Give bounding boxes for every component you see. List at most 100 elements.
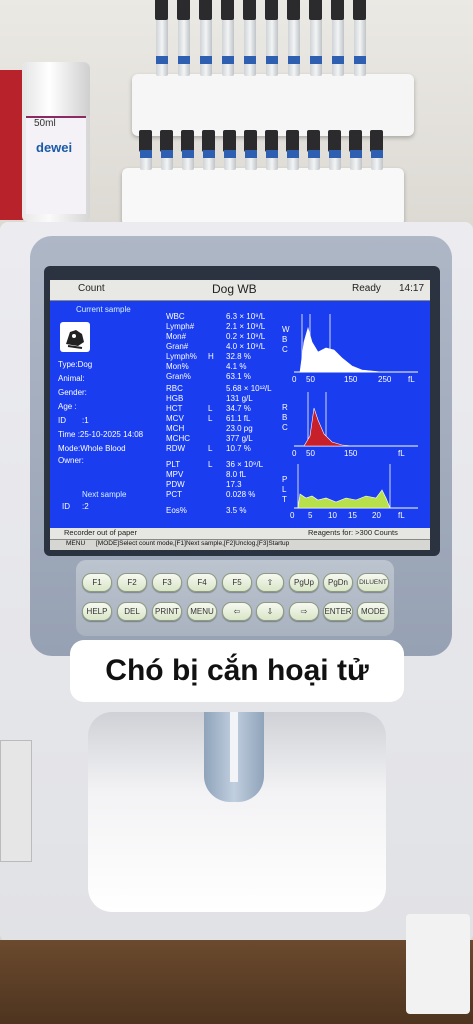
- tube-cap: [221, 0, 234, 20]
- param-value: 6.3 × 10⁹/L: [226, 312, 266, 321]
- axis-side-label: T: [282, 495, 287, 504]
- type-field: Type:Dog: [58, 360, 93, 369]
- tube-cap: [286, 130, 299, 152]
- key-menu[interactable]: MENU: [187, 602, 217, 621]
- tube-label: [266, 150, 278, 158]
- tube-cap: [244, 130, 257, 152]
- tick-label: 150: [344, 449, 358, 458]
- axis-side-label: C: [282, 423, 288, 432]
- red-package: [0, 70, 26, 220]
- tab-count[interactable]: Count: [78, 283, 105, 294]
- param-name: Lymph%: [166, 352, 197, 361]
- histogram-curve: [303, 407, 353, 447]
- param-name: MCHC: [166, 434, 190, 443]
- tick-label: 0: [292, 375, 297, 384]
- param-name: WBC: [166, 312, 185, 321]
- param-value: 0.2 × 10⁹/L: [226, 332, 266, 341]
- key-enter[interactable]: ENTER: [323, 602, 353, 621]
- tube-cap: [139, 130, 152, 152]
- tube-cap: [181, 130, 194, 152]
- wbc-histogram: W B C 0 50 150 250 fL: [282, 310, 418, 384]
- param-value: 23.0 pg: [226, 424, 253, 433]
- key-arrow-6[interactable]: ⇨: [289, 602, 319, 621]
- tube-label: [329, 150, 341, 158]
- key-diluent[interactable]: DILUENT: [357, 573, 389, 592]
- tube-cap: [287, 0, 300, 20]
- key-f2[interactable]: F2: [117, 573, 147, 592]
- param-value: 2.1 × 10⁹/L: [226, 322, 266, 331]
- key-print[interactable]: PRINT: [152, 602, 182, 621]
- tube-cap: [177, 0, 190, 20]
- tube-label: [224, 150, 236, 158]
- plt-histogram: P L T 0 5 10 15 20 fL: [282, 460, 418, 520]
- tube-rack-bottom: [122, 168, 404, 226]
- status-ready: Ready: [352, 283, 381, 294]
- next-sample-label: Next sample: [82, 490, 127, 499]
- tube-cap: [349, 130, 362, 152]
- param-value: 61.1 fL: [226, 414, 251, 423]
- tick-label: 50: [306, 449, 315, 458]
- key-f5[interactable]: F5: [222, 573, 252, 592]
- small-container: [406, 914, 470, 1014]
- param-name: MCV: [166, 414, 184, 423]
- tube-cap: [243, 0, 256, 20]
- key-arrow-4[interactable]: ⇦: [222, 602, 252, 621]
- param-name: PCT: [166, 490, 182, 499]
- key-arrow-5[interactable]: ⇧: [256, 573, 284, 592]
- param-name: HGB: [166, 394, 184, 403]
- param-value: 0.028 %: [226, 490, 256, 499]
- tick-label: 50: [306, 375, 315, 384]
- screen-title: Dog WB: [212, 282, 257, 296]
- param-flag: L: [208, 404, 213, 413]
- param-value: 3.5 %: [226, 506, 247, 515]
- param-name: Eos%: [166, 506, 187, 515]
- tube-cap: [160, 130, 173, 152]
- key-pgup[interactable]: PgUp: [289, 573, 319, 592]
- tube-label: [200, 56, 212, 64]
- axis-side-label: W: [282, 325, 290, 334]
- next-id-value: :2: [82, 502, 89, 511]
- tube-label: [203, 150, 215, 158]
- key-f1[interactable]: F1: [82, 573, 112, 592]
- status-left: Recorder out of paper: [64, 528, 137, 537]
- tick-label: 5: [308, 511, 313, 520]
- key-pgdn[interactable]: PgDn: [323, 573, 353, 592]
- key-del[interactable]: DEL: [117, 602, 147, 621]
- key-f3[interactable]: F3: [152, 573, 182, 592]
- key-f4[interactable]: F4: [187, 573, 217, 592]
- key-arrow-5[interactable]: ⇩: [256, 602, 284, 621]
- caption-text: Chó bị cắn hoại tử: [70, 640, 404, 702]
- param-name: Lymph#: [166, 322, 195, 331]
- tick-label: 15: [348, 511, 357, 520]
- rbc-histogram: R B C 0 50 150 fL: [282, 388, 418, 458]
- key-help[interactable]: HELP: [82, 602, 112, 621]
- axis-side-label: B: [282, 413, 287, 422]
- param-name: Gran%: [166, 372, 191, 381]
- param-value: 4.0 × 10⁹/L: [226, 342, 266, 351]
- tube-label: [288, 56, 300, 64]
- tube-label: [140, 150, 152, 158]
- tube-cap: [370, 130, 383, 152]
- tick-label: fL: [398, 449, 405, 458]
- menu-label[interactable]: MENU: [66, 540, 86, 547]
- tube-rack-top: [132, 74, 414, 136]
- param-value: 8.0 fL: [226, 470, 247, 479]
- key-mode[interactable]: MODE: [357, 602, 389, 621]
- param-name: MPV: [166, 470, 184, 479]
- id-label: ID: [58, 416, 66, 425]
- param-name: PLT: [166, 460, 181, 469]
- tube-label: [287, 150, 299, 158]
- dog-icon: [60, 322, 90, 352]
- bottle-label: [26, 116, 86, 214]
- tube-cap: [307, 130, 320, 152]
- tick-label: fL: [398, 511, 405, 520]
- param-name: RBC: [166, 384, 183, 393]
- param-value: 5.68 × 10¹²/L: [226, 384, 272, 393]
- param-value: 36 × 10⁹/L: [226, 460, 264, 469]
- tube-cap: [155, 0, 168, 20]
- side-printer: [0, 740, 32, 862]
- tube-label: [222, 56, 234, 64]
- axis-side-label: L: [282, 485, 287, 494]
- owner-field: Owner:: [58, 456, 84, 465]
- bottle-volume: 50ml: [34, 118, 56, 129]
